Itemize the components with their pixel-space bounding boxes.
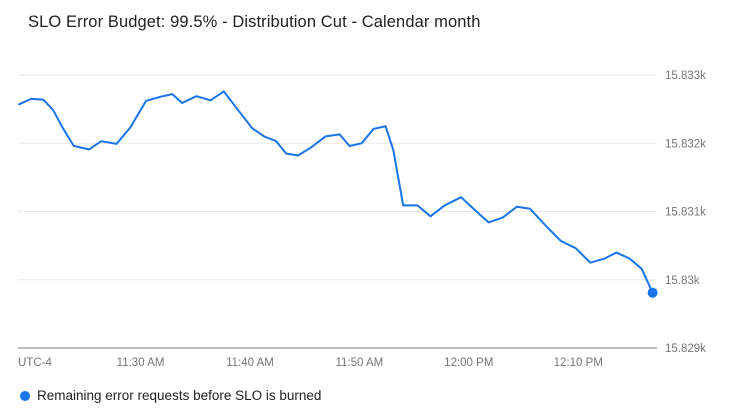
chart-title: SLO Error Budget: 99.5% - Distribution C… (28, 13, 481, 31)
legend: Remaining error requests before SLO is b… (20, 388, 321, 403)
y-tick-label: 15.829k (665, 343, 706, 355)
legend-dot-icon (20, 390, 30, 401)
x-tick-label: 12:10 PM (554, 357, 603, 369)
end-point-marker (647, 287, 658, 298)
timezone-label: UTC-4 (18, 357, 52, 369)
y-tick-label: 15.83k (665, 275, 700, 287)
y-tick-label: 15.832k (665, 138, 706, 150)
y-tick-label: 15.833k (665, 70, 706, 82)
x-tick-label: 12:00 PM (444, 357, 493, 369)
x-tick-label: 11:50 AM (336, 357, 384, 369)
legend-label: Remaining error requests before SLO is b… (37, 388, 322, 403)
y-tick-label: 15.831k (665, 207, 706, 219)
series-line (18, 90, 654, 294)
x-tick-label: 11:40 AM (226, 357, 274, 369)
x-tick-label: 11:30 AM (117, 357, 165, 369)
